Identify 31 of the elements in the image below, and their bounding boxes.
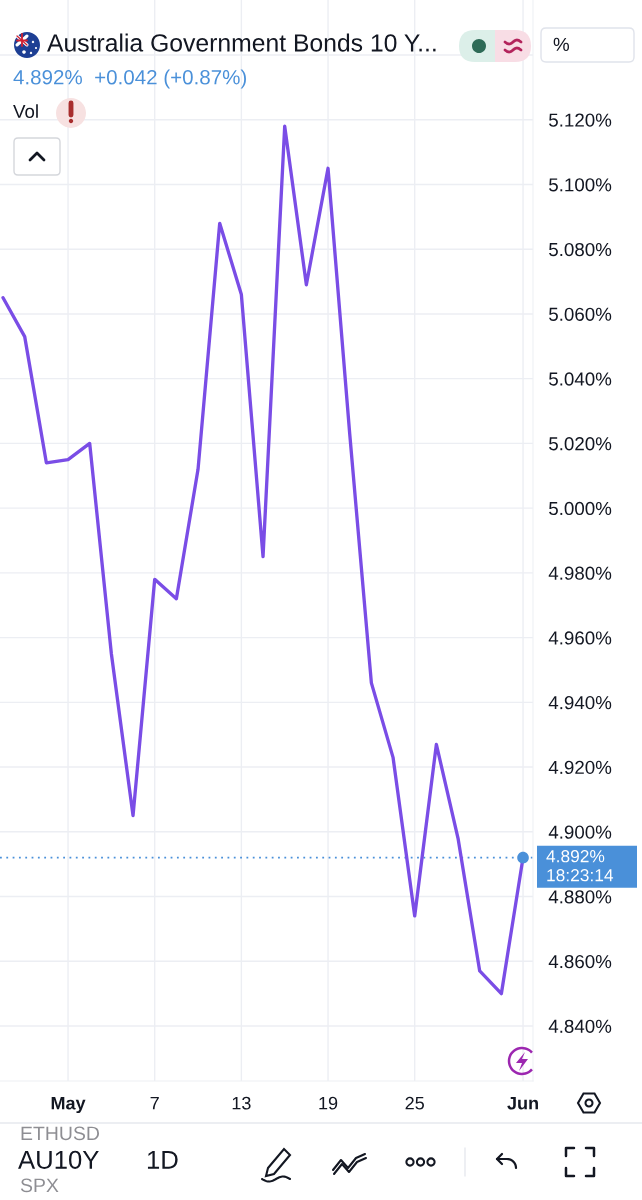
- text: AU10Y: [18, 1150, 99, 1169]
- y-tick-label: 5.060%: [549, 307, 612, 321]
- y-tick-label: 5.000%: [549, 501, 612, 516]
- annotation: Vol: [13, 104, 38, 119]
- text: %: [553, 37, 569, 51]
- text: 18:23:14: [547, 869, 614, 882]
- y-tick-label: 5.100%: [549, 178, 612, 192]
- x-tick-label: Jun: [507, 1096, 538, 1110]
- text: Australia Government Bonds 10 Y...: [47, 33, 436, 52]
- y-tick-label: 5.120%: [549, 113, 612, 127]
- y-tick-label: 4.960%: [548, 631, 612, 645]
- y-tick-label: 5.040%: [549, 372, 612, 386]
- y-tick-label: 4.920%: [548, 760, 612, 775]
- y-tick-label: 4.880%: [548, 890, 612, 904]
- ref-line-label: 4.892%: [546, 850, 605, 863]
- y-tick-label: 4.940%: [548, 696, 612, 710]
- x-tick-label: 7: [150, 1096, 159, 1110]
- y-tick-label: 4.980%: [548, 566, 612, 580]
- x-tick-label: 19: [319, 1096, 338, 1110]
- x-tick-label: May: [51, 1096, 86, 1114]
- text: 1D: [147, 1150, 178, 1169]
- y-tick-label: 4.840%: [548, 1019, 612, 1033]
- text: SPX: [20, 1178, 59, 1193]
- text: 4.892% +0.042 (+0.87%): [13, 69, 246, 89]
- y-tick-label: 5.020%: [549, 437, 612, 451]
- y-tick-label: 5.080%: [549, 242, 612, 257]
- y-tick-label: 4.900%: [548, 825, 612, 839]
- x-tick-label: 25: [405, 1096, 424, 1110]
- y-tick-label: 4.860%: [548, 954, 612, 969]
- text: ETHUSD: [21, 1126, 100, 1141]
- x-tick-label: 13: [232, 1096, 251, 1110]
